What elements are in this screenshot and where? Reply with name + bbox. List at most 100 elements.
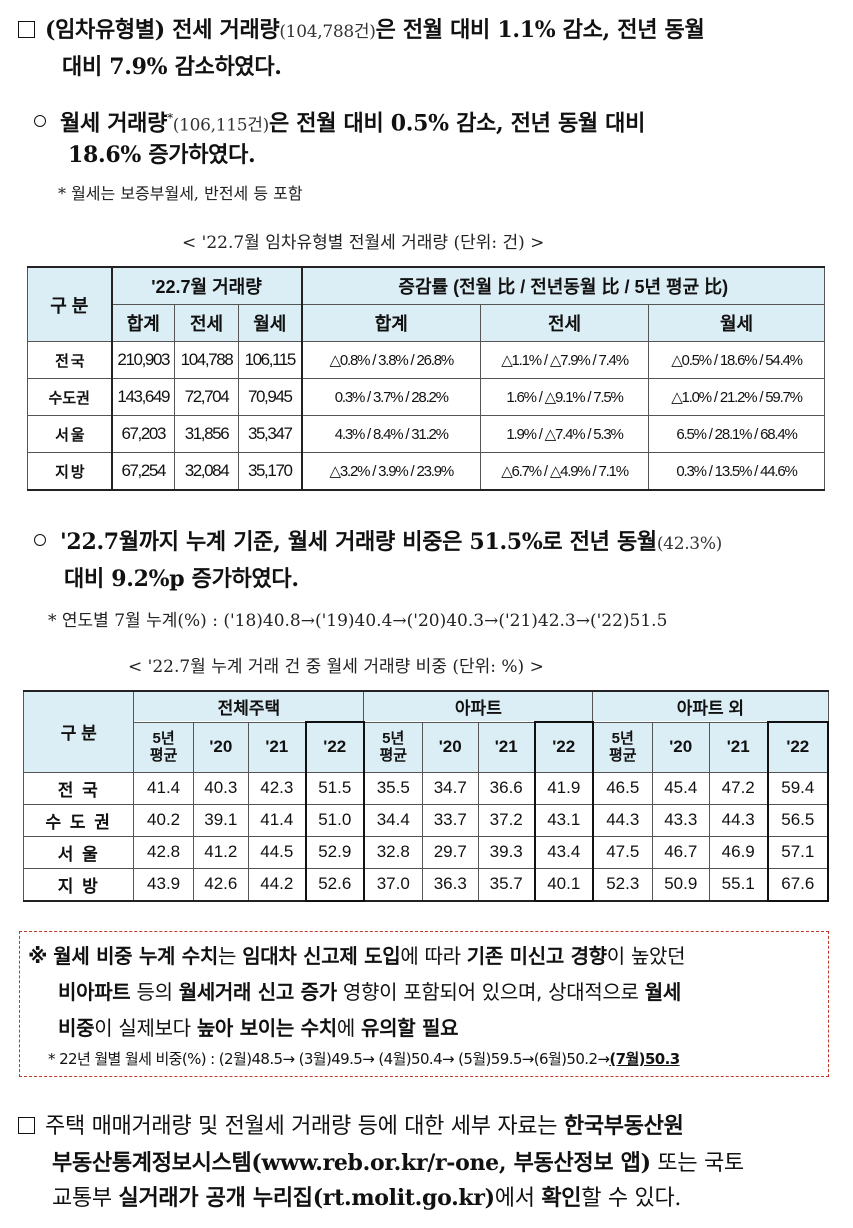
paragraph-monthly-rent-line2: 18.6% 증가하였다. [68,139,256,172]
notice-text: 영향이 포함되어 있으며, 상대적으로 [336,980,645,1004]
notice-footnote-highlight: (7월)50.3 [609,1050,680,1068]
table-cell: 44.2 [247,867,307,901]
table-cell: 0.3% / 13.5% / 44.6% [648,452,826,491]
table-cell: 47.2 [708,771,769,805]
table-cell: 32.8 [363,835,423,869]
table-cell: 42.8 [133,835,194,869]
table-cell: △3.2% / 3.9% / 23.9% [301,452,482,491]
para2-rest: 은 전월 대비 0.5% 감소, 전년 동월 대비 [268,110,646,137]
reference-mark: ※ [28,944,48,968]
row-label: 수도권 [27,378,112,416]
paragraph-rental-type-line2: 대비 7.9% 감소하였다. [62,51,282,84]
table-cell: 52.6 [304,867,365,902]
para4-text: 할 수 있다. [581,1186,682,1211]
table-cell: 34.4 [363,803,423,837]
table-cell: 143,649 [110,378,175,416]
notice-text: 는 [218,944,243,968]
notice-footnote: * 22년 월별 월세 비중(%) : (2월)48.5→ (3월)49.5→ … [48,1048,680,1069]
para1-lead: (임차유형별) 전세 거래량 [45,17,280,43]
notice-text: 비중 [58,1016,95,1040]
table2-sub-year-highlight: '22 [766,721,830,773]
paragraph-rental-type: (임차유형별) 전세 거래량(104,788건)은 전월 대비 1.1% 감소,… [18,14,705,49]
table2-sub-avg: 5년 평균 [363,721,423,773]
paragraph-cumulative-share-line2: 대비 9.2%p 증가하였다. [64,563,299,596]
avg-top: 5년 [152,730,175,747]
table-cell: 46.7 [651,835,710,869]
row-label: 수 도 권 [22,803,135,837]
para3-line2: 대비 9.2%p 증가하였다. [64,566,299,592]
table-cell: 33.7 [421,803,479,837]
table1-sub-header: 월세 [648,304,826,342]
table-cell: 1.6% / △9.1% / 7.5% [480,378,650,416]
table2-group-apt: 아파트 [363,690,594,723]
table-cell: 41.2 [192,835,249,869]
table-cell: 51.5 [304,771,365,805]
table-cell: 43.4 [533,835,594,869]
table-row: 서 울 67,203 31,856 35,347 4.3% / 8.4% / 3… [27,415,826,453]
table-cell: 36.6 [477,771,536,805]
notice-text: 기존 미신고 경향 [466,944,607,968]
para4-text: 주택 매매거래량 및 전월세 거래량 등에 대한 세부 자료는 [45,1114,564,1139]
paragraph-data-source-line2: 부동산통계정보시스템(www.reb.or.kr/r-one, 부동산정보 앱)… [52,1147,744,1180]
table-cell: △0.5% / 18.6% / 54.4% [648,341,826,379]
table-cell: 45.4 [651,771,710,805]
notice-line-3: 비중이 실제보다 높아 보이는 수치에 유의할 필요 [58,1012,459,1041]
avg-bottom: 평균 [608,747,637,764]
table-cell: 41.4 [247,803,307,837]
row-label: 서 울 [27,415,112,453]
table-cell: △0.8% / 3.8% / 26.8% [301,341,482,379]
table-cell: 37.2 [477,803,536,837]
notice-text: 에 [336,1016,362,1040]
para4-text: 한국부동산원 [563,1113,684,1139]
table-cell: 0.3% / 3.7% / 28.2% [301,378,482,416]
table-row: 수 도 권 40.2 39.1 41.4 51.0 34.4 33.7 37.2… [22,803,830,837]
table2-sub-year: '20 [651,721,710,773]
table-cell: 52.9 [304,835,365,869]
table-cell: 104,788 [174,341,239,379]
table1-corner: 구 분 [27,266,112,342]
table-cell: 70,945 [237,378,303,416]
notice-box: ※ 월세 비중 누계 수치는 임대차 신고제 도입에 따라 기존 미신고 경향이… [19,931,829,1077]
para1-rest: 은 전월 대비 1.1% 감소, 전년 동월 [375,17,705,43]
table-cell: 29.7 [421,835,479,869]
table-cell: △1.1% / △7.9% / 7.4% [480,341,650,379]
table-cell: 40.1 [533,867,594,902]
avg-top: 5년 [611,730,634,747]
notice-line-1: ※ 월세 비중 누계 수치는 임대차 신고제 도입에 따라 기존 미신고 경향이… [28,940,686,969]
paragraph-monthly-rent: 월세 거래량*(106,115건)은 전월 대비 0.5% 감소, 전년 동월 … [34,102,645,142]
table-cell: 67,203 [110,415,175,453]
circle-bullet-icon [34,534,46,546]
table-cell: 35,170 [237,452,303,491]
para4-text: 또는 국토 [650,1151,744,1176]
notice-text: 높아 보이는 수치 [196,1016,337,1040]
notice-footnote-text: * 22년 월별 월세 비중(%) : (2월)48.5→ (3월)49.5→ … [48,1050,610,1068]
para2-footnote: * 월세는 보증부월세, 반전세 등 포함 [58,184,303,203]
table2-sub-year-highlight: '22 [533,721,594,773]
table-row: 전 국 41.4 40.3 42.3 51.5 35.5 34.7 36.6 4… [22,771,830,805]
table-cell: 35,347 [237,415,303,453]
notice-text: 비아파트 [58,980,131,1004]
table-cell: 34.7 [421,771,479,805]
table-cell: 4.3% / 8.4% / 31.2% [301,415,482,453]
paragraph-cumulative-share: '22.7월까지 누계 기준, 월세 거래량 비중은 51.5%로 전년 동월(… [34,526,722,561]
para3-footnote: * 연도별 7월 누계(%) : ('18)40.8→('19)40.4→('2… [48,611,668,631]
table-cell: △1.0% / 21.2% / 59.7% [648,378,826,416]
table-row: 지 방 43.9 42.6 44.2 52.6 37.0 36.3 35.7 4… [22,867,830,902]
table-cell: 36.3 [421,867,479,901]
table2-caption: < '22.7월 누계 거래 건 중 월세 거래량 비중 (단위: %) > [128,657,544,677]
row-label: 지 방 [27,452,112,491]
table-row: 서 울 42.8 41.2 44.5 52.9 32.8 29.7 39.3 4… [22,835,830,869]
table-cell: 39.1 [192,803,249,837]
notice-text: 이 높았던 [606,944,686,968]
table-cell: 39.3 [477,835,536,869]
table-cell: 59.4 [766,771,830,805]
avg-bottom: 평균 [149,747,178,764]
para1-count: (104,788건) [279,22,376,42]
notice-text: 이 실제보다 [94,1016,197,1040]
table-cell: 56.5 [766,803,830,837]
notice-line-2: 비아파트 등의 월세거래 신고 증가 영향이 포함되어 있으며, 상대적으로 월… [58,976,681,1005]
table-cell: 41.9 [533,771,594,805]
table-cell: 35.7 [477,867,536,901]
para1-line2: 대비 7.9% 감소하였다. [62,54,282,80]
table-cell: 50.9 [651,867,710,901]
